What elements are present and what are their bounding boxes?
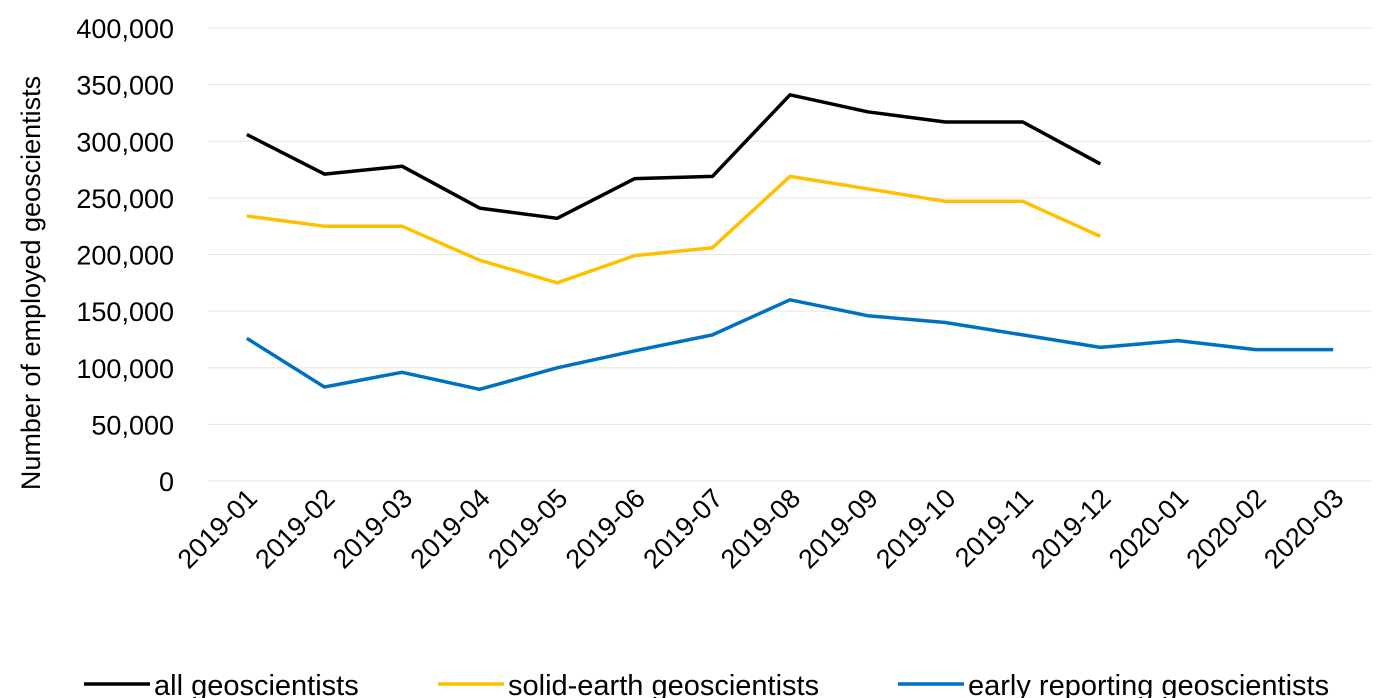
- x-tick-label: 2019-03: [327, 483, 418, 574]
- x-tick-label: 2019-06: [560, 483, 651, 574]
- x-axis-ticks: 2019-012019-022019-032019-042019-052019-…: [172, 483, 1350, 574]
- x-tick-label: 2019-08: [715, 483, 806, 574]
- y-tick-label: 400,000: [76, 14, 174, 44]
- series-line-1: [246, 93, 1102, 221]
- y-axis-title: Number of employed geoscientists: [16, 76, 46, 490]
- legend: all geoscientists solid-earth geoscientis…: [84, 670, 1329, 698]
- y-tick-label: 0: [159, 467, 174, 497]
- y-tick-label: 150,000: [76, 297, 174, 327]
- legend-label: solid-earth geoscientists: [508, 670, 819, 698]
- x-tick-label: 2019-11: [949, 483, 1039, 573]
- legend-label: all geoscientists: [154, 670, 359, 698]
- x-tick-label: 2019-05: [482, 483, 573, 574]
- y-tick-label: 300,000: [76, 127, 174, 157]
- x-tick-label: 2020-02: [1181, 483, 1272, 574]
- series-line-3: [245, 298, 1334, 392]
- x-tick-label: 2019-02: [249, 483, 340, 574]
- y-tick-label: 50,000: [91, 410, 174, 440]
- x-tick-label: 2019-12: [1025, 483, 1116, 574]
- series-layer: [245, 93, 1334, 392]
- x-tick-label: 2020-03: [1258, 483, 1349, 574]
- x-tick-label: 2020-01: [1103, 483, 1194, 574]
- x-tick-label: 2019-01: [172, 483, 263, 574]
- y-tick-label: 350,000: [76, 71, 174, 101]
- x-tick-label: 2019-04: [405, 483, 496, 574]
- series-line-2: [246, 174, 1102, 285]
- x-tick-label: 2019-09: [793, 483, 884, 574]
- y-axis-ticks: 0 50,000 100,000 150,000 200,000 250,000 300,0…: [76, 14, 174, 497]
- grid-layer: [208, 27, 1372, 482]
- x-tick-label: 2019-10: [870, 483, 961, 574]
- y-tick-label: 250,000: [76, 184, 174, 214]
- legend-label: early reporting geoscientists: [968, 670, 1329, 698]
- y-tick-label: 200,000: [76, 241, 174, 271]
- y-tick-label: 100,000: [76, 354, 174, 384]
- x-tick-label: 2019-07: [637, 483, 728, 574]
